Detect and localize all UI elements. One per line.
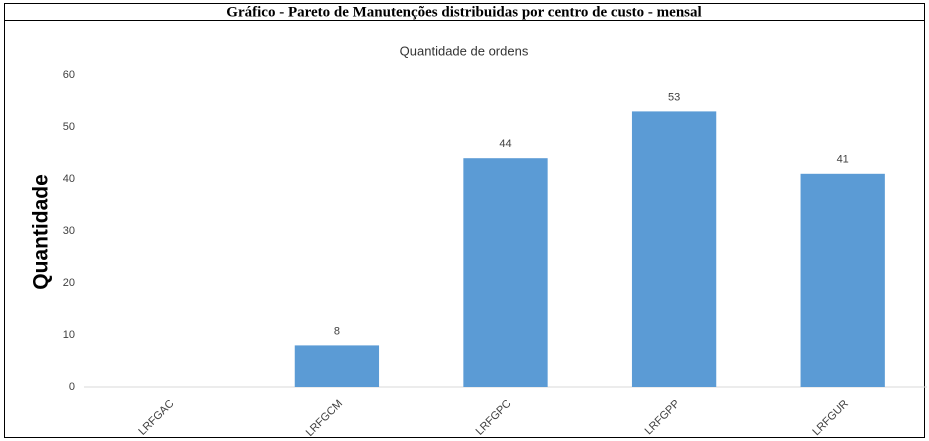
data-label: 44: [499, 138, 511, 150]
y-tick-label: 20: [63, 277, 75, 289]
bar: [800, 173, 885, 387]
bar: [463, 158, 548, 387]
title-box: [4, 3, 925, 21]
y-tick-label: 50: [63, 121, 75, 133]
y-tick-label: 0: [69, 381, 75, 393]
chart-title: Gráfico - Pareto de Manutenções distribu…: [226, 4, 701, 20]
y-tick-label: 60: [63, 69, 75, 81]
data-label: 41: [837, 154, 849, 166]
y-tick-label: 30: [63, 225, 75, 237]
y-tick-label: 10: [63, 329, 75, 341]
chart-subtitle: Quantidade de ordens: [400, 43, 529, 58]
y-axis-label: Quantidade: [30, 174, 53, 290]
y-tick-label: 40: [63, 173, 75, 185]
data-label: 8: [334, 325, 340, 337]
bar: [294, 345, 380, 387]
bar: [631, 111, 717, 388]
data-label: 53: [668, 91, 680, 103]
